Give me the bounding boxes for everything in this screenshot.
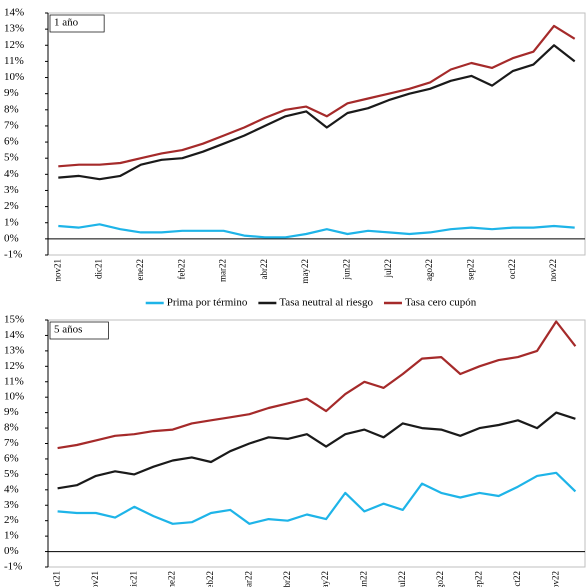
y-tick-label: 7% bbox=[4, 437, 19, 449]
y-tick-label: 2% bbox=[4, 200, 19, 212]
y-tick-label: 11% bbox=[4, 55, 24, 67]
y-tick-label: 3% bbox=[4, 184, 19, 196]
x-tick-label: dic21 bbox=[94, 259, 104, 279]
x-tick-label: nov21 bbox=[90, 571, 100, 587]
panel-label-box bbox=[49, 321, 109, 340]
y-tick-label: 14% bbox=[4, 329, 24, 341]
x-tick-label: sep22 bbox=[465, 259, 475, 280]
y-tick-label: 9% bbox=[4, 406, 19, 418]
series-line bbox=[57, 471, 577, 525]
y-tick-label: 6% bbox=[4, 136, 19, 148]
y-tick-label: 1% bbox=[4, 530, 19, 542]
y-tick-label: -1% bbox=[4, 561, 22, 573]
legend-label: Tasa neutral al riesgo bbox=[279, 297, 373, 309]
series-line bbox=[58, 24, 576, 168]
x-tick-label: jun22 bbox=[342, 259, 352, 281]
x-tick-label: jul22 bbox=[397, 571, 407, 587]
legend-label: Tasa cero cupón bbox=[405, 297, 477, 309]
x-tick-label: feb22 bbox=[205, 571, 215, 587]
y-tick-label: -1% bbox=[4, 249, 22, 261]
x-tick-label: feb22 bbox=[176, 259, 186, 280]
series-line bbox=[58, 44, 576, 181]
x-tick-label: sep22 bbox=[474, 571, 484, 587]
y-tick-label: 13% bbox=[4, 344, 24, 356]
y-tick-label: 13% bbox=[4, 23, 24, 35]
y-tick-label: 10% bbox=[4, 71, 24, 83]
y-tick-label: 2% bbox=[4, 514, 19, 526]
y-tick-label: 15% bbox=[4, 314, 24, 326]
y-tick-label: 1% bbox=[4, 216, 19, 228]
x-tick-label: mar22 bbox=[243, 571, 253, 587]
y-tick-label: 3% bbox=[4, 499, 19, 511]
x-tick-label: oct21 bbox=[52, 571, 62, 587]
plot-area bbox=[47, 12, 586, 256]
series-line bbox=[57, 320, 577, 450]
panel-label: 5 años bbox=[54, 324, 82, 336]
y-tick-label: 0% bbox=[4, 232, 19, 244]
y-tick-label: 5% bbox=[4, 152, 19, 164]
panel-label: 1 año bbox=[54, 17, 79, 29]
x-tick-label: may22 bbox=[320, 571, 330, 587]
x-tick-label: ene22 bbox=[167, 571, 177, 587]
y-tick-label: 6% bbox=[4, 452, 19, 464]
y-tick-label: 5% bbox=[4, 468, 19, 480]
x-tick-label: ago22 bbox=[424, 259, 434, 281]
x-tick-label: jun22 bbox=[359, 571, 369, 587]
y-tick-label: 4% bbox=[4, 483, 19, 495]
x-tick-label: oct22 bbox=[507, 259, 517, 279]
plot-area bbox=[47, 319, 586, 568]
series-line bbox=[58, 223, 575, 239]
x-tick-label: abr22 bbox=[259, 259, 269, 280]
x-tick-label: ene22 bbox=[135, 259, 145, 281]
x-tick-label: jul22 bbox=[383, 259, 393, 279]
y-tick-label: 9% bbox=[4, 87, 19, 99]
y-tick-label: 7% bbox=[4, 119, 19, 131]
x-tick-label: dic21 bbox=[128, 571, 138, 587]
y-tick-label: 14% bbox=[4, 7, 24, 19]
x-tick-label: ago22 bbox=[435, 571, 445, 587]
legend-label: Prima por término bbox=[167, 297, 248, 309]
series-line bbox=[57, 411, 576, 490]
y-tick-label: 8% bbox=[4, 103, 19, 115]
y-tick-label: 0% bbox=[4, 545, 19, 557]
x-tick-label: may22 bbox=[300, 259, 310, 284]
y-tick-label: 10% bbox=[4, 391, 24, 403]
x-tick-label: oct22 bbox=[512, 571, 522, 587]
x-tick-label: nov22 bbox=[550, 571, 560, 587]
y-tick-label: 11% bbox=[4, 375, 24, 387]
panel-label-box bbox=[49, 14, 105, 33]
x-tick-label: abr22 bbox=[282, 571, 292, 587]
y-tick-label: 12% bbox=[4, 360, 24, 372]
y-tick-label: 8% bbox=[4, 422, 19, 434]
y-tick-label: 4% bbox=[4, 168, 19, 180]
x-tick-label: nov21 bbox=[52, 259, 62, 282]
x-tick-label: nov22 bbox=[548, 259, 558, 282]
x-tick-label: mar22 bbox=[218, 259, 228, 282]
y-tick-label: 12% bbox=[4, 39, 24, 51]
